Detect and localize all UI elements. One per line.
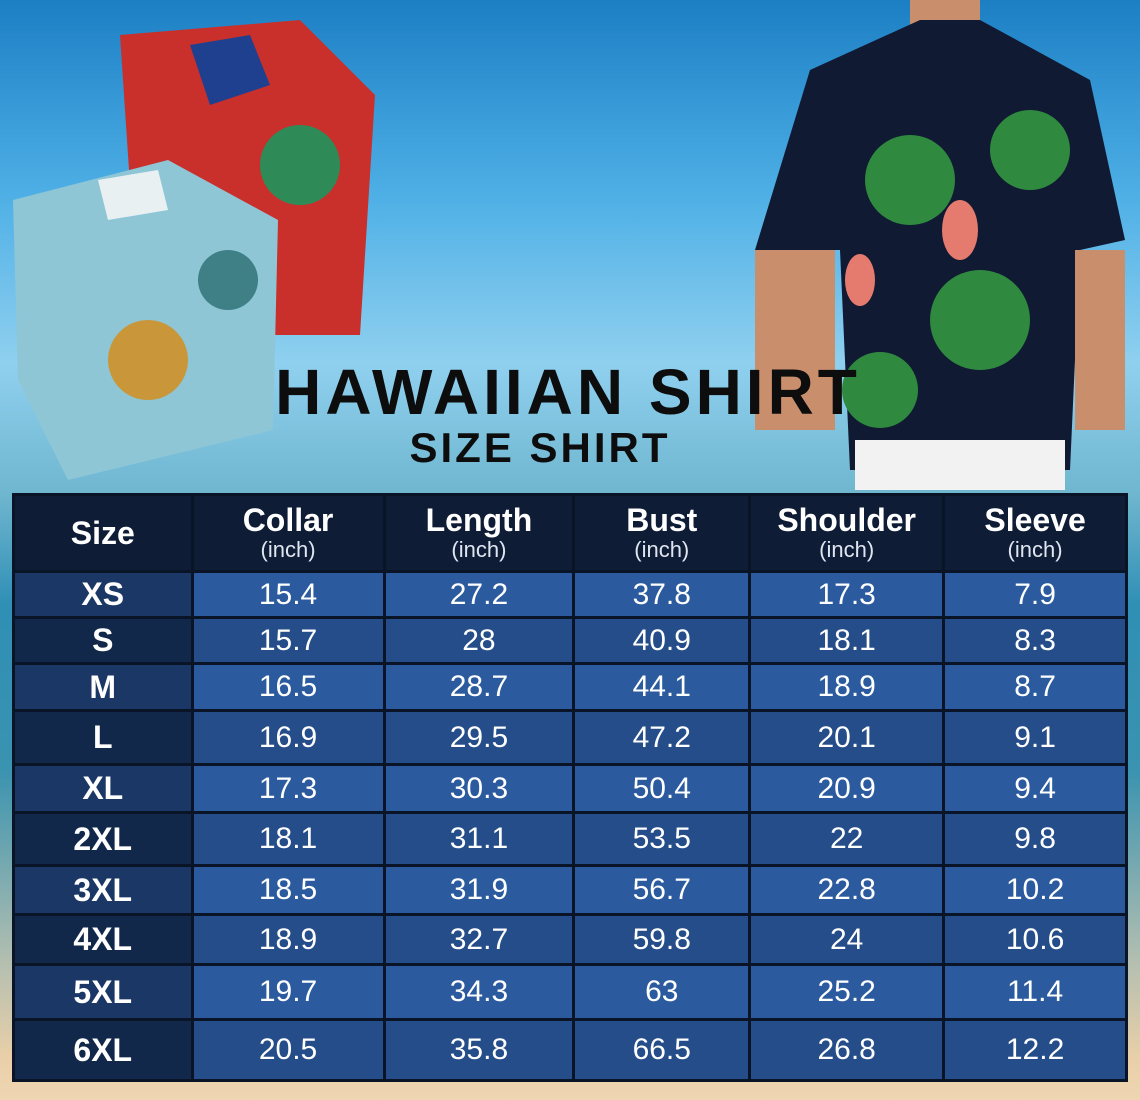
- measurement-cell: 35.8: [382, 1018, 576, 1082]
- table-row: XL 17.3 30.3 50.4 20.9 9.4: [12, 763, 1128, 814]
- size-cell: XS: [12, 570, 194, 619]
- column-header-label: Shoulder: [777, 502, 916, 538]
- header-row: Size Collar (inch) Length (inch) Bust (inch) Sh…: [12, 493, 1128, 573]
- measurement-cell: 9.1: [942, 709, 1128, 766]
- measurement-cell: 8.7: [942, 662, 1128, 712]
- measurement-cell: 18.9: [748, 662, 946, 712]
- column-header-label: Bust: [626, 502, 698, 538]
- column-header-label: Length: [425, 502, 533, 538]
- measurement-cell: 66.5: [572, 1018, 752, 1082]
- table-row: 2XL 18.1 31.1 53.5 22 9.8: [12, 811, 1128, 867]
- table-row: 6XL 20.5 35.8 66.5 26.8 12.2: [12, 1018, 1128, 1082]
- measurement-cell: 28: [382, 616, 576, 665]
- column-header-sleeve: Sleeve (inch): [942, 493, 1128, 573]
- size-cell: 3XL: [12, 864, 194, 916]
- size-cell: 5XL: [12, 963, 194, 1021]
- measurement-cell: 17.3: [190, 763, 386, 814]
- measurement-cell: 7.9: [942, 570, 1128, 619]
- size-cell: 4XL: [12, 913, 194, 966]
- measurement-cell: 53.5: [572, 811, 752, 867]
- measurement-cell: 10.2: [942, 864, 1128, 916]
- measurement-cell: 17.3: [748, 570, 946, 619]
- size-cell: XL: [12, 763, 194, 814]
- page-subtitle: SIZE SHIRT: [409, 424, 671, 471]
- measurement-cell: 16.9: [190, 709, 386, 766]
- measurement-cell: 15.4: [190, 570, 386, 619]
- table-row: L 16.9 29.5 47.2 20.1 9.1: [12, 709, 1128, 766]
- measurement-cell: 32.7: [382, 913, 576, 966]
- measurement-cell: 9.4: [942, 763, 1128, 814]
- measurement-cell: 40.9: [572, 616, 752, 665]
- folded-blue-shirt-image: [13, 160, 278, 480]
- measurement-cell: 20.5: [190, 1018, 386, 1082]
- measurement-cell: 28.7: [382, 662, 576, 712]
- column-unit: (inch): [451, 537, 507, 562]
- size-cell: M: [12, 662, 194, 712]
- table-row: XS 15.4 27.2 37.8 17.3 7.9: [12, 570, 1128, 619]
- table-row: M 16.5 28.7 44.1 18.9 8.7: [12, 662, 1128, 712]
- measurement-cell: 10.6: [942, 913, 1128, 966]
- column-header-shoulder: Shoulder (inch): [748, 493, 946, 573]
- measurement-cell: 44.1: [572, 662, 752, 712]
- size-cell: 6XL: [12, 1018, 194, 1082]
- measurement-cell: 8.3: [942, 616, 1128, 665]
- measurement-cell: 31.9: [382, 864, 576, 916]
- measurement-cell: 11.4: [942, 963, 1128, 1021]
- model-flamingo-shirt-image: [755, 0, 1125, 490]
- measurement-cell: 56.7: [572, 864, 752, 916]
- column-unit: (inch): [634, 537, 690, 562]
- measurement-cell: 18.9: [190, 913, 386, 966]
- column-unit: (inch): [260, 537, 316, 562]
- table-row: 3XL 18.5 31.9 56.7 22.8 10.2: [12, 864, 1128, 916]
- measurement-cell: 37.8: [572, 570, 752, 619]
- table-row: 5XL 19.7 34.3 63 25.2 11.4: [12, 963, 1128, 1021]
- column-header-length: Length (inch): [382, 493, 576, 573]
- measurement-cell: 16.5: [190, 662, 386, 712]
- measurement-cell: 59.8: [572, 913, 752, 966]
- size-cell: 2XL: [12, 811, 194, 867]
- size-cell: S: [12, 616, 194, 665]
- measurement-cell: 30.3: [382, 763, 576, 814]
- size-cell: L: [12, 709, 194, 766]
- measurement-cell: 18.1: [748, 616, 946, 665]
- column-header-size: Size: [12, 493, 194, 573]
- measurement-cell: 50.4: [572, 763, 752, 814]
- page-title: HAWAIIAN SHIRT: [275, 356, 861, 428]
- table-row: 4XL 18.9 32.7 59.8 24 10.6: [12, 913, 1128, 966]
- column-header-label: Collar: [242, 502, 334, 538]
- measurement-cell: 34.3: [382, 963, 576, 1021]
- measurement-cell: 27.2: [382, 570, 576, 619]
- size-chart-table: Size Collar (inch) Length (inch) Bust (inch) Sh…: [12, 493, 1128, 1082]
- measurement-cell: 18.1: [190, 811, 386, 867]
- measurement-cell: 9.8: [942, 811, 1128, 867]
- measurement-cell: 19.7: [190, 963, 386, 1021]
- column-header-bust: Bust (inch): [572, 493, 752, 573]
- measurement-cell: 29.5: [382, 709, 576, 766]
- measurement-cell: 22.8: [748, 864, 946, 916]
- measurement-cell: 26.8: [748, 1018, 946, 1082]
- measurement-cell: 47.2: [572, 709, 752, 766]
- measurement-cell: 24: [748, 913, 946, 966]
- column-header-collar: Collar (inch): [190, 493, 386, 573]
- column-unit: (inch): [1007, 537, 1063, 562]
- column-header-label: Size: [70, 515, 135, 551]
- measurement-cell: 31.1: [382, 811, 576, 867]
- measurement-cell: 63: [572, 963, 752, 1021]
- measurement-cell: 25.2: [748, 963, 946, 1021]
- column-header-label: Sleeve: [984, 502, 1086, 538]
- measurement-cell: 12.2: [942, 1018, 1128, 1082]
- measurement-cell: 22: [748, 811, 946, 867]
- column-unit: (inch): [819, 537, 875, 562]
- measurement-cell: 15.7: [190, 616, 386, 665]
- measurement-cell: 20.9: [748, 763, 946, 814]
- measurement-cell: 18.5: [190, 864, 386, 916]
- measurement-cell: 20.1: [748, 709, 946, 766]
- table-row: S 15.7 28 40.9 18.1 8.3: [12, 616, 1128, 665]
